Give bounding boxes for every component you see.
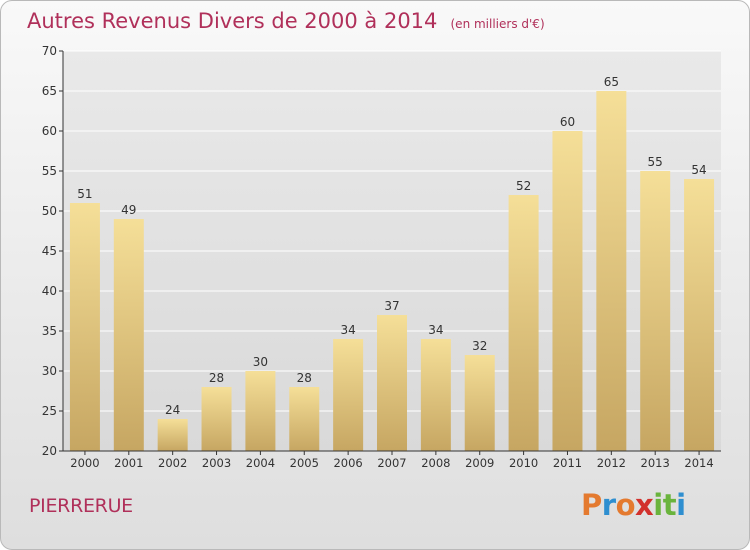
logo-letter: t [662, 488, 677, 522]
data-label: 34 [340, 323, 355, 337]
x-tick-label: 2004 [246, 456, 275, 470]
data-label: 60 [560, 115, 575, 129]
x-tick-label: 2000 [70, 456, 99, 470]
chart-subtitle: (en milliers d'€) [450, 17, 545, 31]
data-label: 55 [648, 155, 663, 169]
data-label: 28 [209, 371, 224, 385]
logo-letter: r [601, 488, 616, 522]
data-label: 34 [428, 323, 443, 337]
bar [640, 171, 671, 451]
bar [552, 131, 583, 451]
location-name: PIERRERUE [29, 495, 133, 517]
y-tick-label: 50 [42, 204, 57, 218]
x-tick-label: 2006 [333, 456, 362, 470]
data-label: 24 [165, 403, 180, 417]
x-tick-label: 2005 [290, 456, 319, 470]
data-label: 28 [297, 371, 312, 385]
bar [113, 219, 144, 451]
chart-title-row: Autres Revenus Divers de 2000 à 2014 (en… [27, 9, 545, 33]
logo-letter: i [676, 488, 686, 522]
logo-letter: x [635, 488, 654, 522]
bar [289, 387, 320, 451]
logo-letter: o [615, 488, 636, 522]
x-tick-label: 2014 [684, 456, 713, 470]
y-tick-label: 65 [42, 84, 57, 98]
y-tick-label: 20 [42, 444, 57, 458]
x-tick-label: 2013 [641, 456, 670, 470]
data-label: 49 [121, 203, 136, 217]
data-label: 32 [472, 339, 487, 353]
bar [508, 195, 539, 451]
data-label: 52 [516, 179, 531, 193]
y-tick-label: 30 [42, 364, 57, 378]
y-tick-label: 60 [42, 124, 57, 138]
bar [464, 355, 495, 451]
data-label: 65 [604, 75, 619, 89]
x-tick-label: 2010 [509, 456, 538, 470]
y-tick-label: 25 [42, 404, 57, 418]
x-tick-label: 2001 [114, 456, 143, 470]
logo-letter: P [581, 488, 602, 522]
x-tick-label: 2008 [421, 456, 450, 470]
bar [69, 203, 100, 451]
y-tick-label: 45 [42, 244, 57, 258]
bar [684, 179, 715, 451]
bar [420, 339, 451, 451]
x-tick-label: 2012 [597, 456, 626, 470]
bar [201, 387, 232, 451]
data-label: 30 [253, 355, 268, 369]
bar [333, 339, 364, 451]
logo-letter: i [653, 488, 663, 522]
bar [377, 315, 407, 451]
y-tick-label: 70 [42, 44, 57, 58]
y-tick-label: 40 [42, 284, 57, 298]
bar [596, 91, 627, 451]
chart-title: Autres Revenus Divers de 2000 à 2014 [27, 9, 438, 33]
x-tick-label: 2003 [202, 456, 231, 470]
x-tick-label: 2011 [553, 456, 582, 470]
y-tick-label: 55 [42, 164, 57, 178]
bar [157, 419, 188, 451]
bar [245, 371, 276, 451]
x-tick-label: 2007 [377, 456, 406, 470]
proxiti-logo: Proxiti [581, 488, 686, 522]
y-tick-label: 35 [42, 324, 57, 338]
data-label: 37 [384, 299, 399, 313]
data-label: 51 [77, 187, 92, 201]
x-tick-label: 2009 [465, 456, 494, 470]
x-tick-label: 2002 [158, 456, 187, 470]
data-label: 54 [691, 163, 706, 177]
